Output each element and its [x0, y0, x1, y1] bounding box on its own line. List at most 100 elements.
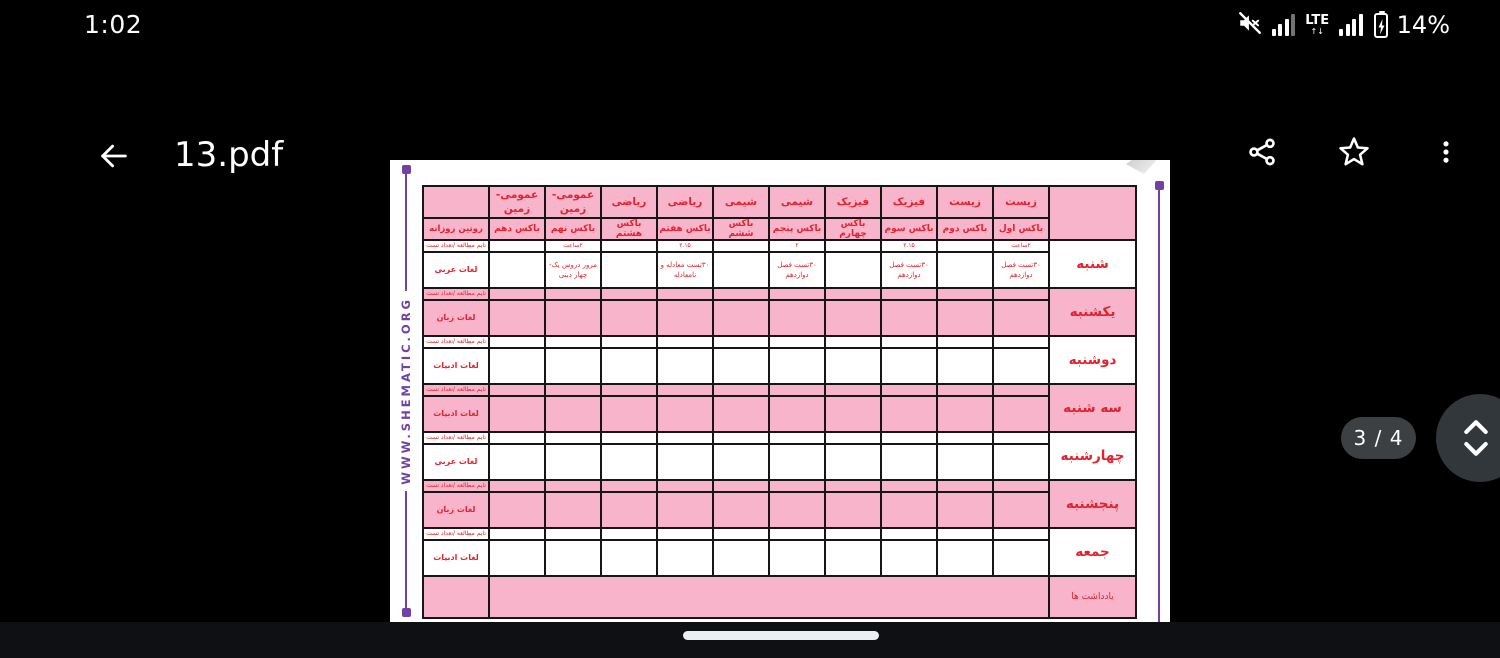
meta-cell	[936, 239, 994, 253]
gesture-bar[interactable]	[683, 631, 879, 640]
task-cell	[824, 251, 882, 289]
task-cell	[600, 443, 658, 481]
subject-header-9: عمومی-زمین	[544, 185, 602, 219]
meta-cell	[600, 431, 658, 445]
task-cell	[824, 299, 882, 337]
task-cell	[992, 443, 1050, 481]
meta-cell	[824, 287, 882, 301]
box-header-8: باکس هشتم	[600, 217, 658, 241]
task-cell	[992, 299, 1050, 337]
meta-cell	[992, 383, 1050, 397]
task-cell	[600, 491, 658, 529]
day-column-header	[1048, 185, 1137, 241]
meta-cell	[656, 383, 714, 397]
battery-charging-icon	[1373, 10, 1388, 38]
routine-meta-label: تایم مطالعه /تعداد تست	[422, 383, 490, 397]
routine-meta-label: تایم مطالعه /تعداد تست	[422, 335, 490, 349]
page-indicator[interactable]: 3 / 4	[1341, 417, 1416, 459]
meta-cell	[544, 287, 602, 301]
task-cell	[824, 491, 882, 529]
meta-cell	[600, 527, 658, 541]
meta-cell	[768, 431, 826, 445]
page-curl-graphic	[1126, 160, 1156, 174]
meta-cell	[880, 287, 938, 301]
meta-cell: ۲.۱۵	[880, 239, 938, 253]
meta-cell	[936, 431, 994, 445]
task-cell	[600, 347, 658, 385]
meta-cell	[936, 527, 994, 541]
task-cell	[600, 395, 658, 433]
task-cell	[824, 347, 882, 385]
box-header-7: باکس هفتم	[656, 217, 714, 241]
task-cell	[824, 443, 882, 481]
meta-cell	[488, 431, 546, 445]
back-button[interactable]	[92, 136, 136, 180]
rail-cap-bottom	[401, 608, 411, 618]
signal-bars-icon-sim1	[1271, 14, 1296, 36]
task-cell	[712, 347, 770, 385]
routine-task-label: لغات عربی	[422, 443, 490, 481]
task-cell	[936, 299, 994, 337]
subject-header-6: شیمی	[712, 185, 770, 219]
meta-cell	[824, 431, 882, 445]
task-cell: ۳۰تست معادله و نامعادله	[656, 251, 714, 289]
meta-cell: ۲	[768, 239, 826, 253]
star-icon	[1337, 135, 1371, 173]
task-cell	[768, 491, 826, 529]
task-cell	[936, 251, 994, 289]
task-cell	[936, 395, 994, 433]
subject-header-5: شیمی	[768, 185, 826, 219]
task-cell	[656, 539, 714, 577]
task-cell	[992, 491, 1050, 529]
routine-meta-label: تایم مطالعه /تعداد تست	[422, 527, 490, 541]
meta-cell	[488, 527, 546, 541]
chevron-down-icon	[1464, 441, 1488, 456]
task-cell	[824, 395, 882, 433]
share-button[interactable]	[1242, 134, 1282, 174]
fast-scroll-button[interactable]	[1436, 394, 1500, 482]
meta-cell	[656, 431, 714, 445]
meta-cell	[936, 287, 994, 301]
meta-cell	[544, 431, 602, 445]
right-decorative-rail	[1152, 181, 1166, 622]
task-cell	[936, 491, 994, 529]
subject-header-2: زیست	[936, 185, 994, 219]
overflow-menu-button[interactable]	[1426, 134, 1466, 174]
meta-cell	[768, 527, 826, 541]
task-cell	[992, 395, 1050, 433]
task-cell	[712, 251, 770, 289]
meta-cell	[656, 287, 714, 301]
meta-cell	[488, 287, 546, 301]
task-cell	[544, 395, 602, 433]
lte-label: LTE ↑↓	[1305, 13, 1330, 36]
meta-cell	[992, 431, 1050, 445]
box-header-9: باکس نهم	[544, 217, 602, 241]
pdf-page[interactable]: WWW.SHEMATIC.ORG زیست زیست فیزیک فیزیک شیمی ش…	[390, 160, 1170, 622]
meta-cell	[544, 527, 602, 541]
task-cell	[600, 251, 658, 289]
status-bar: 1:02 LTE ↑↓ 14	[0, 0, 1500, 50]
star-button[interactable]	[1334, 134, 1374, 174]
meta-cell	[992, 287, 1050, 301]
study-table: زیست زیست فیزیک فیزیک شیمی شیمی ریاضی ریاضی عموم…	[422, 185, 1137, 619]
task-cell	[488, 251, 546, 289]
task-cell: مرور دروس یک-چهار دینی	[544, 251, 602, 289]
routine-meta-label: تایم مطالعه /تعداد تست	[422, 431, 490, 445]
task-cell	[488, 443, 546, 481]
box-header-2: باکس دوم	[936, 217, 994, 241]
overflow-menu-icon	[1432, 138, 1460, 170]
box-header-6: باکس ششم	[712, 217, 770, 241]
meta-cell	[824, 479, 882, 493]
routine-task-label: لغات عربی	[422, 251, 490, 289]
day-name: جمعه	[1048, 527, 1137, 577]
meta-cell	[768, 479, 826, 493]
subject-header-3: فیزیک	[880, 185, 938, 219]
document-title: 13.pdf	[174, 135, 284, 175]
day-name: شنبه	[1048, 239, 1137, 289]
meta-cell	[936, 479, 994, 493]
notes-routine-cell	[422, 575, 490, 619]
task-cell	[880, 347, 938, 385]
meta-cell	[768, 383, 826, 397]
task-cell	[936, 443, 994, 481]
box-header-10: باکس دهم	[488, 217, 546, 241]
